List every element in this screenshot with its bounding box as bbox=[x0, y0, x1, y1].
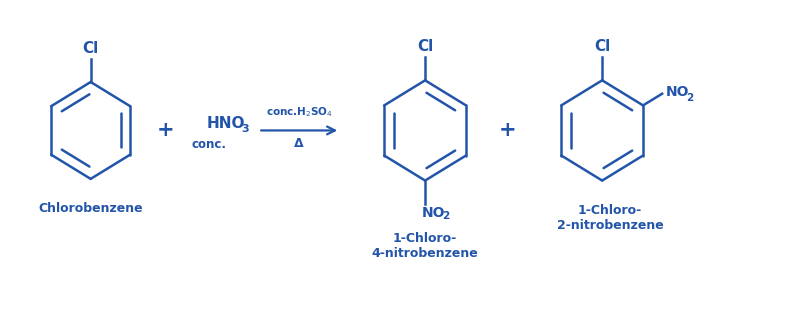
Text: +: + bbox=[156, 120, 174, 141]
Text: 1-Chloro-
2-nitrobenzene: 1-Chloro- 2-nitrobenzene bbox=[556, 204, 662, 232]
Text: Chlorobenzene: Chlorobenzene bbox=[38, 202, 143, 215]
Text: conc.: conc. bbox=[192, 138, 227, 151]
Text: NO: NO bbox=[421, 206, 445, 220]
Text: NO: NO bbox=[665, 85, 688, 99]
Text: 3: 3 bbox=[241, 124, 249, 134]
Text: 2: 2 bbox=[685, 93, 692, 103]
Text: Cl: Cl bbox=[83, 41, 99, 56]
Text: HNO: HNO bbox=[206, 116, 245, 131]
Text: conc.H$_2$SO$_4$: conc.H$_2$SO$_4$ bbox=[265, 105, 332, 119]
Text: Cl: Cl bbox=[416, 39, 433, 54]
Text: 2: 2 bbox=[442, 211, 449, 220]
Text: 1-Chloro-
4-nitrobenzene: 1-Chloro- 4-nitrobenzene bbox=[371, 232, 478, 260]
Text: +: + bbox=[498, 120, 516, 141]
Text: Cl: Cl bbox=[593, 39, 610, 54]
Text: Δ: Δ bbox=[294, 137, 304, 150]
